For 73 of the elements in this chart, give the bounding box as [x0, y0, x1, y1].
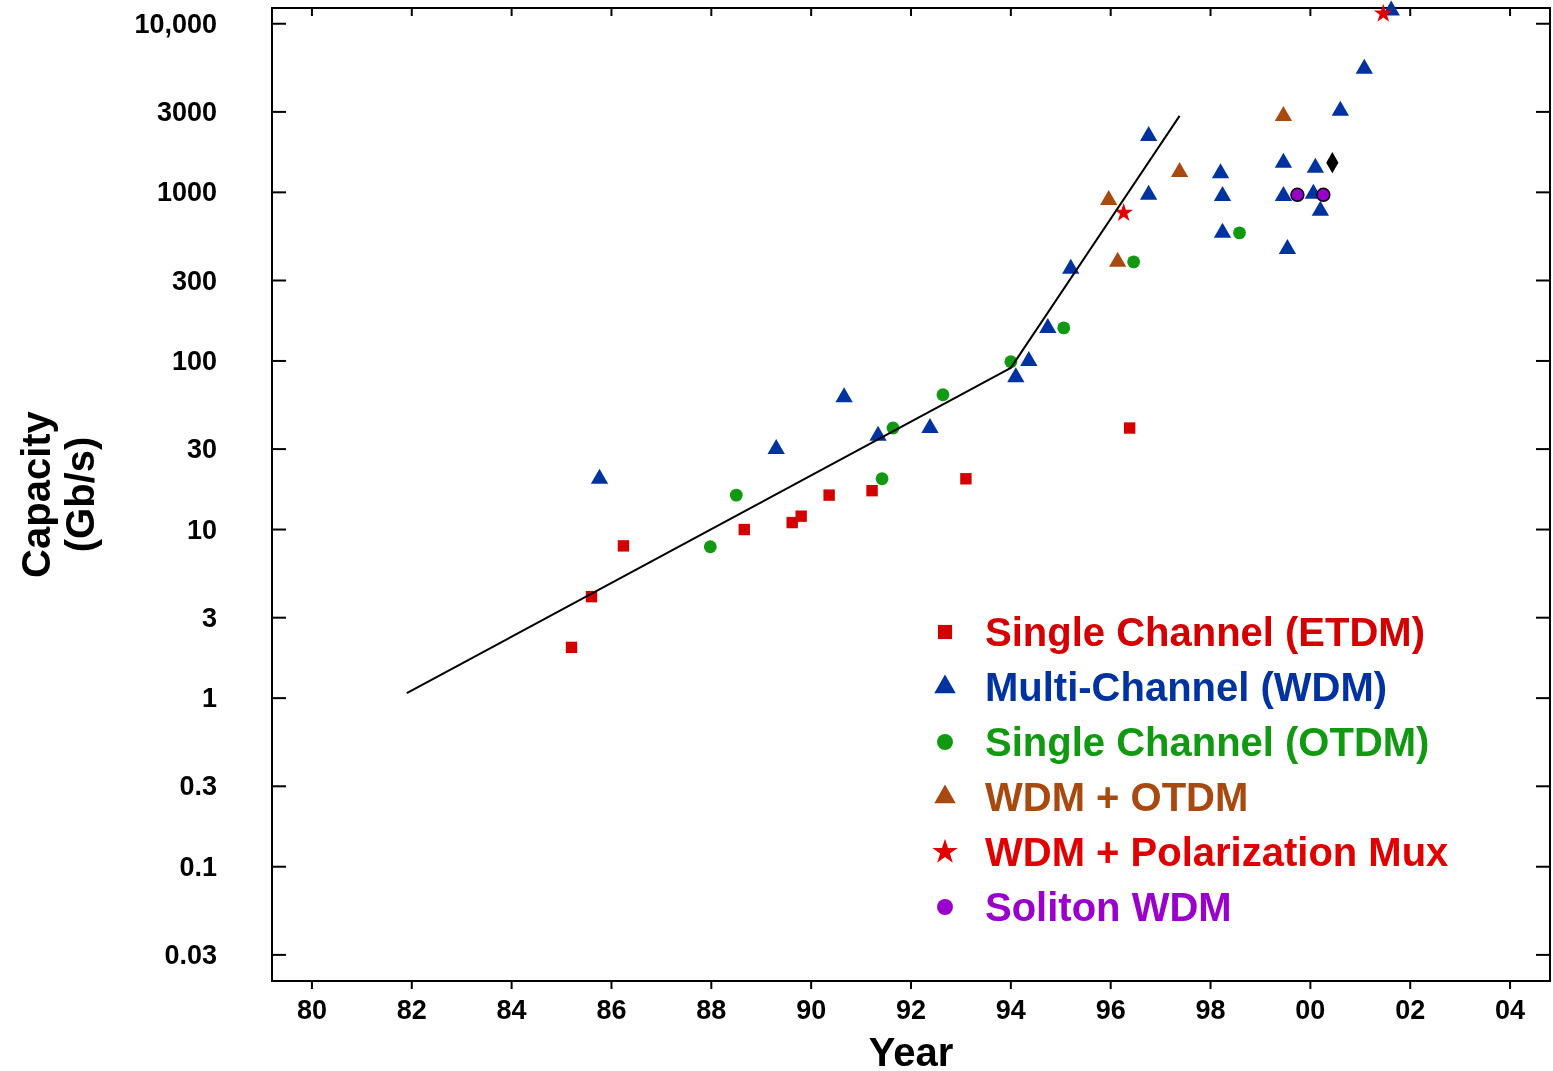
legend-label: WDM + Polarization Mux — [985, 830, 1449, 874]
y-tick-label: 100 — [171, 345, 217, 376]
point — [1355, 58, 1373, 74]
x-tick-label: 82 — [396, 995, 427, 1025]
x-tick-label: 80 — [296, 995, 327, 1025]
x-axis-title: Year — [868, 1030, 954, 1071]
point — [1274, 186, 1293, 202]
point — [1039, 317, 1057, 333]
point — [795, 510, 807, 522]
point — [960, 473, 972, 485]
point — [1057, 321, 1071, 335]
x-tick-label: 88 — [696, 995, 727, 1025]
x-tick-label: 02 — [1395, 995, 1426, 1025]
x-tick-label: 94 — [995, 995, 1026, 1025]
point — [1100, 190, 1118, 206]
y-tick-label: 30 — [186, 434, 217, 465]
y-tick-label: 10,000 — [134, 8, 217, 39]
point — [1331, 100, 1349, 116]
legend-label: Single Channel (OTDM) — [985, 720, 1430, 764]
point — [1306, 157, 1325, 173]
x-tick-label: 04 — [1495, 995, 1526, 1025]
y-tick-label: 0.3 — [179, 771, 217, 802]
y-tick-label: 1000 — [156, 177, 217, 208]
point — [835, 387, 853, 403]
x-tick-label: 98 — [1195, 995, 1226, 1025]
point — [738, 523, 750, 536]
point — [729, 488, 743, 502]
point — [703, 540, 717, 554]
y-tick-label: 0.1 — [179, 851, 217, 882]
point — [1123, 422, 1136, 434]
point — [767, 439, 785, 455]
point — [936, 388, 950, 402]
y-axis-title: Capacity (Gb/s) — [14, 410, 102, 578]
y-tick-label: 1 — [201, 683, 217, 714]
point — [1170, 162, 1189, 178]
x-tick-label: 00 — [1295, 995, 1326, 1025]
point — [866, 484, 878, 497]
x-tick-label: 92 — [895, 995, 927, 1025]
point — [617, 540, 630, 552]
point — [1020, 350, 1038, 366]
point — [1062, 258, 1080, 274]
x-tick-label: 90 — [796, 995, 827, 1025]
point — [1274, 105, 1293, 121]
x-tick-label: 96 — [1095, 995, 1126, 1025]
legend-label: Soliton WDM — [985, 885, 1232, 929]
point — [1139, 125, 1158, 141]
y-tick-label: 0.03 — [164, 939, 217, 970]
point — [1316, 187, 1331, 202]
y-tick-label: 10 — [186, 514, 217, 545]
point — [1127, 255, 1141, 269]
x-tick-label: 84 — [496, 995, 527, 1025]
point — [875, 472, 889, 486]
point — [1311, 200, 1330, 216]
legend-label: Multi-Channel (WDM) — [985, 665, 1388, 709]
point — [1114, 203, 1134, 221]
y-tick-label: 3000 — [156, 96, 217, 127]
point — [1290, 187, 1305, 202]
point — [823, 489, 835, 501]
y-tick-label: 300 — [171, 265, 217, 296]
point — [1211, 163, 1230, 179]
y-tick-label: 3 — [201, 602, 217, 633]
point — [1213, 186, 1232, 202]
point — [1274, 152, 1293, 168]
legend-label: Single Channel (ETDM) — [985, 610, 1425, 654]
point — [1278, 238, 1297, 254]
legend-label: WDM + OTDM — [985, 775, 1249, 819]
point — [1109, 251, 1127, 267]
point — [1007, 367, 1025, 383]
point — [921, 418, 939, 434]
x-tick-label: 86 — [596, 995, 627, 1025]
point — [1139, 184, 1158, 200]
point — [565, 641, 578, 654]
point — [1213, 222, 1232, 238]
